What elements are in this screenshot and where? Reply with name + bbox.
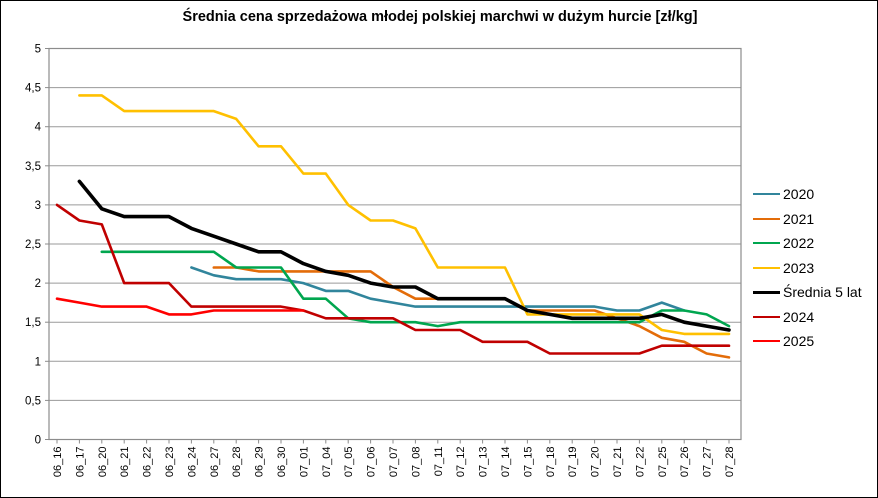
x-axis-label: 07_19 <box>567 447 579 478</box>
series-line-2020 <box>190 266 686 312</box>
x-axis-label: 06_24 <box>186 447 198 478</box>
legend-swatch-2024 <box>753 315 780 318</box>
legend-label-2024: 2024 <box>783 308 815 325</box>
legend-label-2023: 2023 <box>783 259 815 276</box>
x-axis-label: 07_25 <box>657 447 669 478</box>
legend-entry-2024: 2024 <box>753 305 862 330</box>
x-axis-label: 06_21 <box>119 447 131 478</box>
legend-entry-2023: 2023 <box>753 256 862 281</box>
legend-entry-2022: 2022 <box>753 231 862 256</box>
x-axis-label: 07_05 <box>343 447 355 478</box>
x-axis-label: 07_22 <box>634 447 646 478</box>
legend-swatch-2022 <box>753 242 780 245</box>
x-axis-label: 07_13 <box>478 446 490 477</box>
y-axis-label: 3 <box>35 200 41 212</box>
chart-title: Średnia cena sprzedażowa młodej polskiej… <box>182 9 698 25</box>
x-axis-label: 07_20 <box>590 447 602 478</box>
x-axis-label: 07_15 <box>522 447 534 478</box>
x-axis-label: 06_29 <box>254 447 266 478</box>
x-axis-label: 06_17 <box>74 447 86 478</box>
y-axis-label: 3,5 <box>25 161 41 173</box>
legend-label-2021: 2021 <box>783 210 815 227</box>
x-axis-label: 06_22 <box>142 447 154 478</box>
y-axis-label: 1,5 <box>25 317 41 329</box>
x-axis-label: 07_18 <box>545 447 557 478</box>
legend-label-średnia-5-lat: Średnia 5 lat <box>783 284 862 301</box>
x-axis-label: 07_01 <box>298 447 310 478</box>
legend-label-2025: 2025 <box>783 333 815 350</box>
x-axis-label: 06_20 <box>97 447 109 478</box>
legend-swatch-średnia-5-lat <box>753 290 780 294</box>
x-axis-label: 06_27 <box>209 447 221 478</box>
series-line-2023 <box>78 94 731 336</box>
y-axis-label: 2,5 <box>25 239 41 251</box>
x-axis-label: 07_07 <box>388 447 400 478</box>
legend-swatch-2020 <box>753 193 780 196</box>
y-axis-label: 1 <box>35 356 41 368</box>
legend-swatch-2021 <box>753 217 780 220</box>
x-axis-label: 07_06 <box>366 447 378 478</box>
x-axis-label: 07_12 <box>455 447 467 478</box>
legend-swatch-2023 <box>753 266 780 269</box>
y-axis-label: 0 <box>35 435 41 447</box>
x-axis-label: 06_28 <box>231 447 243 478</box>
legend-entry-2025: 2025 <box>753 329 862 354</box>
legend-label-2022: 2022 <box>783 235 815 252</box>
x-axis-label: 07_11 <box>433 447 445 477</box>
x-axis-label: 07_26 <box>679 447 691 478</box>
series-line-2025 <box>55 297 305 316</box>
y-axis-label: 4,5 <box>25 83 41 95</box>
x-axis-label: 07_27 <box>702 447 714 478</box>
y-axis-label: 0,5 <box>25 395 41 407</box>
x-axis-label: 07_14 <box>500 447 512 478</box>
series-line-2024 <box>55 203 731 355</box>
series-line-2022 <box>100 250 731 328</box>
legend-label-2020: 2020 <box>783 186 815 203</box>
y-axis-label: 4 <box>35 122 42 134</box>
x-axis-label: 06_16 <box>52 447 64 478</box>
legend-entry-średnia-5-lat: Średnia 5 lat <box>753 280 862 305</box>
series-line-średnia-5-lat <box>77 179 731 332</box>
x-axis-label: 07_28 <box>724 447 736 478</box>
legend: 2020 2021 2022 2023 Średnia 5 lat 2024 2025 <box>753 182 862 354</box>
legend-entry-2020: 2020 <box>753 182 862 207</box>
x-axis-label: 07_04 <box>321 447 333 478</box>
y-axis-label: 5 <box>35 44 41 56</box>
x-axis-label: 07_08 <box>410 447 422 478</box>
legend-swatch-2025 <box>753 340 780 343</box>
y-axis-label: 2 <box>35 278 41 290</box>
x-axis-label: 06_30 <box>276 447 288 478</box>
x-axis-label: 06_23 <box>164 447 176 478</box>
x-axis-label: 07_21 <box>612 447 624 478</box>
legend-entry-2021: 2021 <box>753 207 862 232</box>
